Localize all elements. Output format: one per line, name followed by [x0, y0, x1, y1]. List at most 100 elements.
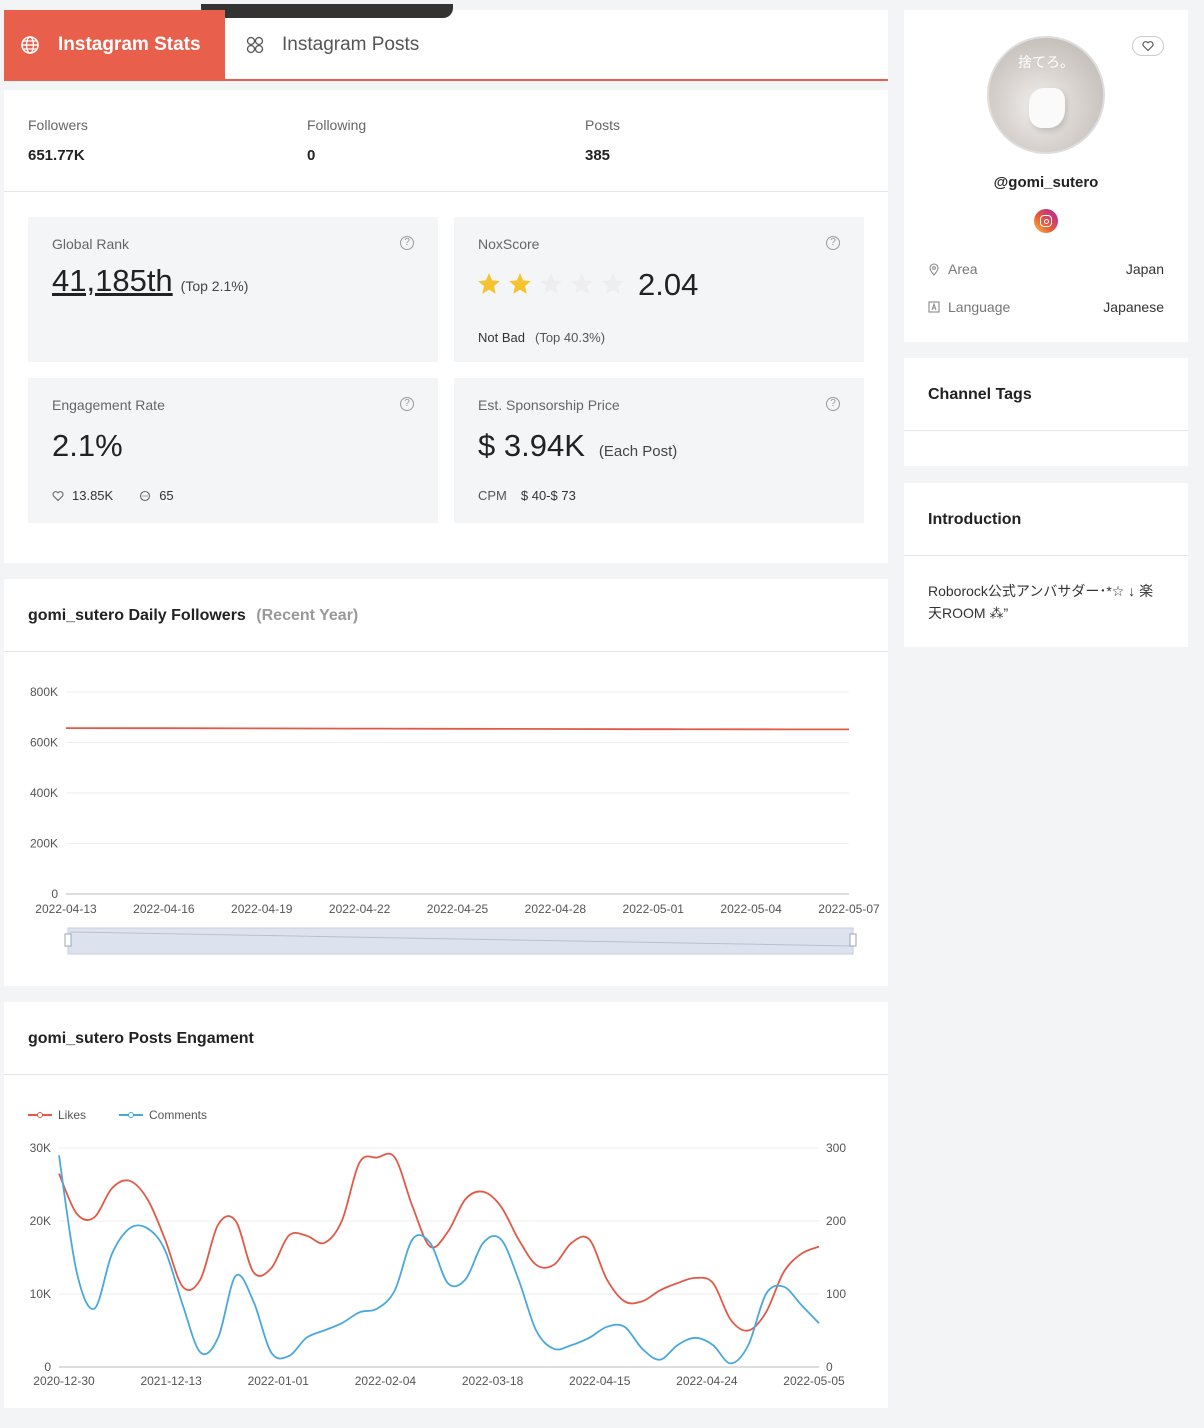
- sponsorship-label: Est. Sponsorship Price: [478, 397, 620, 413]
- divider: [904, 430, 1188, 431]
- crumpled-paper-shape: [1029, 88, 1065, 128]
- x-tick-label: 2022-04-25: [427, 902, 489, 916]
- followers-line: [65, 727, 850, 731]
- x-tick-label: 2021-12-13: [140, 1374, 202, 1388]
- tooltip-stub: [201, 4, 453, 18]
- engagement-value: 2.1%: [52, 428, 123, 463]
- x-tick-label: 2020-12-30: [33, 1374, 95, 1388]
- introduction-text: Roborock公式アンバサダー･*☆ ↓ 楽天ROOM ⁂”: [928, 583, 1154, 621]
- profile-handle: @gomi_sutero: [993, 174, 1099, 191]
- help-icon[interactable]: ?: [826, 236, 840, 250]
- daily-followers-title-text: gomi_sutero Daily Followers: [28, 607, 246, 624]
- avatar[interactable]: 捨てろ。: [987, 36, 1105, 154]
- x-tick-label: 2022-05-05: [783, 1374, 845, 1388]
- x-tick-label: 2022-02-04: [355, 1374, 417, 1388]
- favorite-button[interactable]: [1132, 36, 1164, 56]
- engagement-label: Engagement Rate: [52, 397, 165, 413]
- posts-grid-icon: [246, 36, 264, 54]
- channel-tags-title: Channel Tags: [928, 386, 1032, 403]
- global-rank-box: Global Rank ? 41,185th (Top 2.1%): [28, 217, 438, 362]
- daily-followers-subtitle: (Recent Year): [256, 607, 359, 624]
- tab-instagram-stats[interactable]: Instagram Stats: [4, 10, 225, 80]
- y-tick-label: 800K: [30, 685, 58, 699]
- tab-instagram-posts-label: Instagram Posts: [282, 34, 420, 55]
- legend-comments-marker: [128, 1112, 134, 1118]
- avatar-text: 捨てろ。: [1018, 54, 1074, 70]
- daily-followers-title: gomi_sutero Daily Followers (Recent Year…: [28, 607, 358, 625]
- language-icon: [928, 301, 940, 313]
- legend-comments-label: Comments: [149, 1108, 207, 1122]
- noxscore-box: NoxScore ? 2.04 Not Bad (Top 40.3%): [454, 217, 864, 362]
- help-icon[interactable]: ?: [400, 236, 414, 250]
- x-tick-label: 2022-03-18: [462, 1374, 524, 1388]
- tab-instagram-posts[interactable]: Instagram Posts: [246, 10, 419, 80]
- x-tick-label: 2022-05-01: [623, 902, 685, 916]
- left-y-tick-label: 20K: [30, 1214, 51, 1228]
- location-pin-icon: [929, 262, 939, 276]
- x-tick-label: 2022-04-13: [35, 902, 97, 916]
- x-tick-label: 2022-04-22: [329, 902, 391, 916]
- star-filled-icon: [478, 273, 500, 294]
- posts-value: 385: [585, 147, 611, 164]
- x-tick-label: 2022-04-28: [525, 902, 587, 916]
- x-tick-label: 2022-04-16: [133, 902, 195, 916]
- posts-engagement-chart[interactable]: Likes Comments 0 0 10K 100 20K 200 30K 300 2020-12…: [4, 1078, 888, 1408]
- help-icon[interactable]: ?: [826, 397, 840, 411]
- followers-stat: Followers 651.77K: [28, 117, 88, 164]
- followers-label: Followers: [28, 117, 88, 133]
- comments-count: 65: [159, 488, 174, 503]
- area-value: Japan: [1125, 261, 1164, 277]
- x-tick-label: 2022-05-07: [818, 902, 880, 916]
- sponsorship-each: (Each Post): [598, 443, 678, 460]
- language-value: Japanese: [1103, 299, 1164, 315]
- x-tick-label: 2022-01-01: [248, 1374, 310, 1388]
- x-tick-label: 2022-04-24: [676, 1374, 738, 1388]
- y-tick-label: 600K: [30, 736, 58, 750]
- instagram-icon[interactable]: [1034, 209, 1058, 233]
- legend-likes-marker: [37, 1112, 43, 1118]
- global-rank-value[interactable]: 41,185th: [52, 263, 173, 298]
- cpm-label: CPM: [478, 488, 507, 503]
- comments-line: [58, 1155, 820, 1365]
- global-rank-top: (Top 2.1%): [180, 278, 249, 294]
- star-rating: [476, 271, 626, 297]
- posts-stat: Posts 385: [585, 117, 620, 164]
- language-row: Language Japanese: [928, 299, 1164, 315]
- global-rank-label: Global Rank: [52, 236, 130, 252]
- noxscore-top: (Top 40.3%): [534, 330, 606, 345]
- following-stat: Following 0: [307, 117, 366, 164]
- introduction-title: Introduction: [928, 511, 1022, 528]
- left-y-tick-label: 30K: [30, 1141, 51, 1155]
- tab-bar: Instagram Stats Instagram Posts: [4, 4, 888, 81]
- divider: [4, 1074, 888, 1075]
- stats-card: Followers 651.77K Following 0 Posts 385 …: [4, 90, 888, 563]
- posts-engagement-title: gomi_sutero Posts Engament: [28, 1030, 254, 1047]
- daily-followers-chart[interactable]: 0 200K 400K 600K 800K 2022-04-13 2022-04-16 202…: [4, 656, 888, 986]
- posts-engagement-card: gomi_sutero Posts Engament Likes Comments…: [4, 1002, 888, 1408]
- channel-tags-card: Channel Tags: [904, 358, 1188, 466]
- zoom-slider-preview: [69, 931, 852, 947]
- noxscore-rating: Not Bad: [478, 330, 525, 345]
- star-empty-icon: [540, 273, 562, 294]
- noxscore-value: 2.04: [638, 267, 699, 302]
- daily-followers-card: gomi_sutero Daily Followers (Recent Year…: [4, 579, 888, 986]
- divider: [904, 555, 1188, 556]
- divider: [4, 651, 888, 652]
- language-label: Language: [948, 299, 1011, 315]
- globe-icon: [21, 36, 39, 54]
- heart-icon: [52, 490, 64, 501]
- x-tick-label: 2022-04-19: [231, 902, 293, 916]
- area-row: Area Japan: [928, 261, 1164, 277]
- divider: [4, 191, 888, 192]
- help-icon[interactable]: ?: [400, 397, 414, 411]
- y-tick-label: 0: [51, 887, 58, 901]
- zoom-handle-left: [64, 933, 72, 947]
- x-tick-label: 2022-05-04: [720, 902, 782, 916]
- likes-line: [58, 1152, 820, 1332]
- noxscore-label: NoxScore: [478, 236, 540, 252]
- followers-value: 651.77K: [28, 147, 85, 164]
- heart-icon: [1142, 41, 1154, 52]
- star-filled-icon: [509, 273, 531, 294]
- cpm-value: $ 40-$ 73: [520, 488, 576, 503]
- posts-label: Posts: [585, 117, 621, 133]
